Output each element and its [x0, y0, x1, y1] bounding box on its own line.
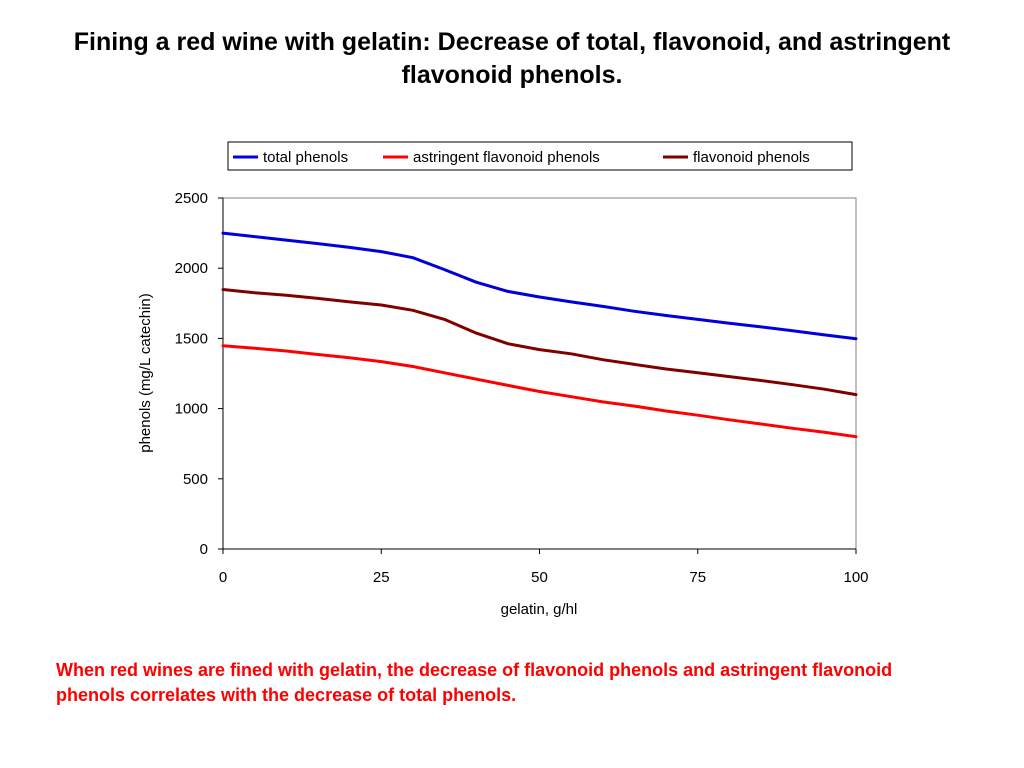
legend-box: [227, 141, 853, 171]
chart: total phenols astringent flavonoid pheno…: [137, 141, 869, 618]
axes: 0 500 1000 1500 2000 2500 0 25 50 75 100: [175, 190, 869, 586]
y-axis-label: phenols (mg/L catechin): [137, 293, 154, 453]
x-tick-label: 50: [531, 569, 548, 586]
series-line-total-phenols: [221, 231, 858, 341]
y-tick-label: 500: [183, 471, 208, 488]
legend-label-astringent: astringent flavonoid phenols: [413, 149, 600, 166]
x-tick-label: 75: [689, 569, 706, 586]
legend-label-total: total phenols: [263, 149, 348, 166]
series-lines: [221, 231, 858, 439]
series-line-astringent-flavonoid-phenols: [221, 344, 858, 439]
x-tick-label: 0: [219, 569, 227, 586]
legend: total phenols astringent flavonoid pheno…: [227, 141, 853, 171]
y-tick-label: 2000: [175, 260, 208, 277]
legend-label-flavonoid: flavonoid phenols: [693, 149, 810, 166]
plot-area: [222, 197, 857, 550]
y-tick-label: 2500: [175, 190, 208, 207]
series-line-flavonoid-phenols: [221, 288, 858, 397]
x-axis-label: gelatin, g/hl: [501, 601, 578, 618]
y-tick-label: 1500: [175, 330, 208, 347]
x-tick-label: 25: [373, 569, 390, 586]
y-tick-label: 1000: [175, 401, 208, 418]
y-tick-label: 0: [200, 541, 208, 558]
slide-title: Fining a red wine with gelatin: Decrease…: [73, 28, 951, 89]
x-tick-label: 100: [843, 569, 868, 586]
caption: When red wines are fined with gelatin, t…: [56, 660, 893, 705]
